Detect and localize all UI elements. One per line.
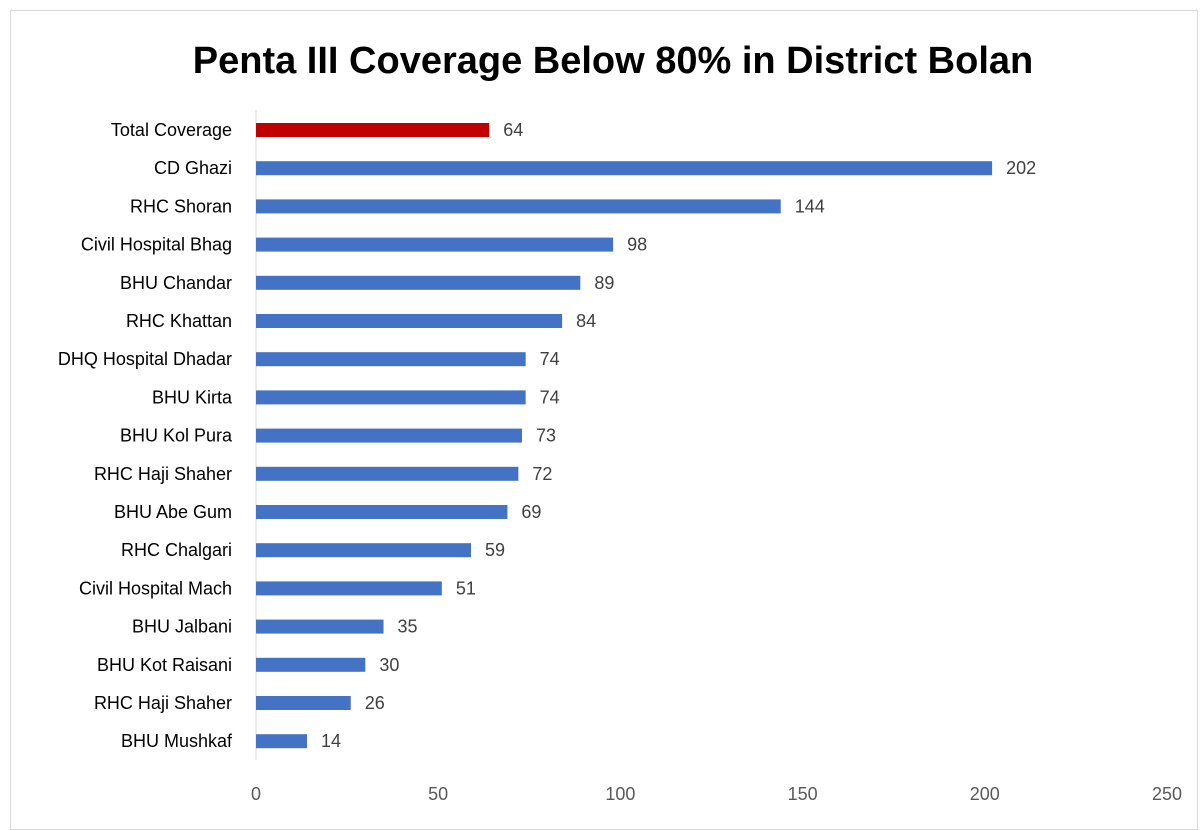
bar bbox=[256, 696, 351, 710]
data-label: 64 bbox=[503, 120, 523, 140]
category-label: DHQ Hospital Dhadar bbox=[58, 349, 232, 369]
bar bbox=[256, 619, 384, 634]
category-label: RHC Shoran bbox=[130, 196, 232, 216]
bar bbox=[256, 314, 563, 328]
bar bbox=[256, 505, 508, 519]
bar-chart: Total Coverage 64 CD Ghazi 202 RHC Shoran 144… bbox=[58, 110, 1182, 804]
data-label: 202 bbox=[1006, 158, 1036, 178]
bar bbox=[256, 466, 519, 481]
x-tick-label: 50 bbox=[428, 784, 448, 804]
bar bbox=[256, 734, 308, 749]
data-label: 74 bbox=[540, 349, 560, 369]
data-label: 51 bbox=[456, 578, 476, 598]
x-tick-label: 0 bbox=[251, 784, 261, 804]
chart-title: Penta III Coverage Below 80% in District… bbox=[192, 40, 1034, 82]
category-label: Civil Hospital Bhag bbox=[81, 235, 232, 255]
category-label: BHU Mushkaf bbox=[121, 731, 233, 751]
data-label: 98 bbox=[627, 235, 647, 255]
bar bbox=[256, 390, 526, 405]
category-label: BHU Abe Gum bbox=[114, 502, 232, 522]
category-label: BHU Chandar bbox=[120, 273, 232, 293]
bar bbox=[256, 543, 471, 558]
data-label: 26 bbox=[365, 693, 385, 713]
category-label: Total Coverage bbox=[111, 120, 232, 140]
category-label: BHU Kot Raisani bbox=[97, 655, 232, 675]
x-tick-label: 150 bbox=[788, 784, 818, 804]
category-label: BHU Jalbani bbox=[132, 617, 232, 637]
bar bbox=[256, 352, 526, 367]
bar bbox=[256, 161, 993, 176]
bar bbox=[256, 237, 614, 252]
category-label: Civil Hospital Mach bbox=[79, 578, 232, 598]
data-label: 59 bbox=[485, 540, 505, 560]
bar bbox=[256, 428, 523, 443]
bar bbox=[256, 123, 490, 137]
bar bbox=[256, 199, 781, 214]
bar bbox=[256, 581, 442, 596]
data-label: 89 bbox=[594, 273, 614, 293]
category-label: BHU Kirta bbox=[152, 387, 233, 407]
x-tick-label: 250 bbox=[1152, 784, 1182, 804]
data-label: 35 bbox=[398, 617, 418, 637]
category-label: BHU Kol Pura bbox=[120, 426, 233, 446]
category-label: CD Ghazi bbox=[154, 158, 232, 178]
bar bbox=[256, 657, 366, 672]
data-label: 30 bbox=[379, 655, 399, 675]
data-label: 144 bbox=[795, 196, 825, 216]
data-label: 84 bbox=[576, 311, 596, 331]
category-label: RHC Haji Shaher bbox=[94, 464, 232, 484]
data-label: 14 bbox=[321, 731, 341, 751]
bar bbox=[256, 275, 581, 290]
x-tick-label: 100 bbox=[605, 784, 635, 804]
category-label: RHC Chalgari bbox=[121, 540, 232, 560]
category-label: RHC Haji Shaher bbox=[94, 693, 232, 713]
data-label: 73 bbox=[536, 426, 556, 446]
data-label: 72 bbox=[532, 464, 552, 484]
data-label: 74 bbox=[540, 387, 560, 407]
x-tick-label: 200 bbox=[970, 784, 1000, 804]
category-label: RHC Khattan bbox=[126, 311, 232, 331]
data-label: 69 bbox=[521, 502, 541, 522]
